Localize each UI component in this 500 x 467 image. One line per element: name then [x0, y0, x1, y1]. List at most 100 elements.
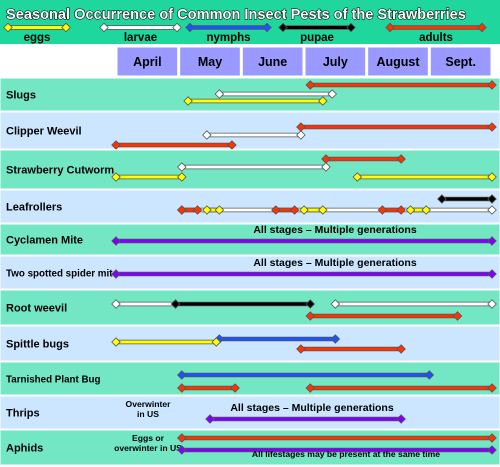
segment-eggs-start-marker [352, 172, 363, 182]
segment-adults-end-marker [487, 383, 497, 393]
row-note: All stages – Multiple generations [253, 224, 417, 236]
segment-eggs-end-marker [214, 205, 225, 215]
segment-eggs-start-marker [405, 205, 416, 215]
segment-adults-start-marker [305, 311, 316, 321]
segment-larvae-end-marker [321, 162, 331, 172]
segment-all-start-marker [177, 445, 187, 455]
segment-eggs-end-marker [487, 172, 497, 182]
row-label: Aphids [6, 443, 43, 455]
segment-eggs-start-marker [111, 172, 121, 182]
row-background [0, 289, 500, 326]
segment-larvae-end-marker [296, 130, 306, 140]
segment-adults-start-marker [296, 344, 306, 354]
month-cell-june [241, 46, 304, 77]
month-label-may: May [198, 55, 222, 69]
segment-all-end-marker [487, 236, 497, 246]
row-clipper-weevil: Clipper Weevil [0, 111, 500, 150]
segment-adults-start-marker [271, 205, 281, 215]
segment-all-end-marker [487, 445, 497, 455]
row-label: Thrips [6, 408, 40, 420]
legend-adults-sample-end-marker [477, 22, 487, 33]
month-cell-april [116, 46, 179, 77]
segment-larvae-end-marker [487, 205, 497, 215]
row-spittle-bugs: Spittle bugs [0, 325, 500, 362]
row-left-note-line: in US [137, 409, 159, 419]
row-strawberry-cutworm: Strawberry Cutworm [0, 149, 500, 190]
month-label-april: April [133, 55, 161, 69]
segment-adults-start-marker [177, 433, 187, 443]
row-background [0, 149, 500, 190]
row-label: Two spotted spider mite [6, 269, 118, 280]
legend-nymphs-sample-start-marker [185, 22, 195, 33]
month-cell-august [367, 46, 429, 77]
segment-pupae-end-marker [487, 194, 497, 204]
legend-eggs-label: eggs [24, 32, 51, 44]
legend-adults-label: adults [419, 32, 453, 44]
legend-item-nymphs: nymphs [185, 22, 272, 44]
segment-larvae-start-marker [111, 299, 121, 309]
row-background [0, 189, 500, 224]
row-label: Spittle bugs [6, 339, 69, 351]
segment-adults-start-marker [111, 140, 121, 150]
segment-adults-end-marker [452, 311, 463, 321]
row-label: Root weevil [6, 303, 67, 315]
row-note: All stages – Multiple generations [253, 257, 417, 269]
segment-larvae-start-marker [214, 89, 225, 99]
segment-eggs-start-marker [202, 205, 212, 215]
row-root-weevil: Root weevil [0, 289, 500, 326]
legend-pupae-sample-end-marker [346, 22, 356, 33]
month-cell-may [179, 46, 241, 77]
month-label-sept: Sept. [445, 55, 476, 69]
row-label: Tarnished Plant Bug [6, 375, 101, 386]
legend-adults-sample-start-marker [385, 22, 395, 33]
row-leafrollers: Leafrollers [0, 189, 500, 224]
segment-adults-end-marker [487, 433, 497, 443]
segment-adults-end-marker [227, 140, 237, 150]
segment-nymphs-start-marker [177, 370, 187, 380]
segment-larvae-end-marker [487, 299, 497, 309]
segment-adults-start-marker [177, 205, 187, 215]
row-label: Slugs [6, 90, 36, 102]
row-left-note-line: Eggs or [132, 433, 165, 443]
segment-adults-start-marker [305, 383, 316, 393]
month-cell-sept [429, 46, 492, 77]
header-background [0, 0, 500, 44]
segment-eggs-start-marker [183, 96, 193, 106]
segment-adults-end-marker [230, 383, 240, 393]
legend-larvae-label: larvae [124, 32, 157, 44]
segment-adults-start-marker [305, 80, 316, 90]
segment-larvae-end-marker [327, 89, 337, 99]
pest-rows: Slugs Clipper Weevil Strawberry Cutworm Lea… [0, 77, 500, 466]
segment-eggs-end-marker [421, 205, 431, 215]
segment-larvae-start-marker [202, 130, 212, 140]
row-cyclamen-mite: Cyclamen Mite All stages – Multiple gener… [0, 223, 500, 256]
row-left-note-line: overwinter in US [114, 443, 182, 453]
month-label-june: June [258, 55, 287, 69]
segment-nymphs-end-marker [424, 370, 435, 380]
legend-pupae-label: pupae [300, 32, 334, 44]
legend-eggs-sample-start-marker [3, 22, 13, 33]
segment-adults-end-marker [396, 154, 406, 164]
row-two-spotted-spider-mite: Two spotted spider mite All stages – Mult… [0, 255, 500, 290]
month-cell-july [304, 46, 367, 77]
segment-adults-end-marker [396, 205, 406, 215]
legend-item-adults: adults [385, 22, 487, 44]
segment-all-start-marker [111, 236, 121, 246]
segment-eggs-end-marker [211, 337, 222, 347]
legend-pupae-sample-start-marker [278, 22, 288, 33]
legend-item-pupae: pupae [278, 22, 356, 44]
month-label-july: July [323, 55, 348, 69]
legend-item-eggs: eggs [3, 22, 71, 44]
segment-eggs-start-marker [299, 205, 309, 215]
legend-nymphs-label: nymphs [206, 32, 250, 44]
segment-adults-start-marker [377, 205, 388, 215]
segment-adults-end-marker [396, 344, 406, 354]
segment-all-start-marker [111, 269, 121, 279]
segment-adults-end-marker [487, 80, 497, 90]
row-label: Leafrollers [6, 202, 62, 214]
row-background [0, 429, 500, 466]
